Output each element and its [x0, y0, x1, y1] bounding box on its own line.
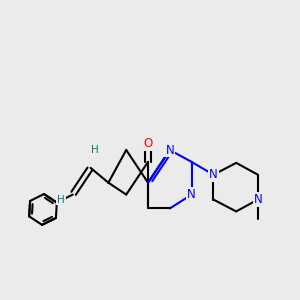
- Text: O: O: [143, 136, 153, 150]
- Text: N: N: [254, 193, 262, 206]
- Text: H: H: [57, 194, 65, 205]
- Text: H: H: [91, 145, 98, 155]
- Text: N: N: [187, 188, 196, 201]
- Text: N: N: [209, 168, 218, 181]
- Text: N: N: [165, 143, 174, 157]
